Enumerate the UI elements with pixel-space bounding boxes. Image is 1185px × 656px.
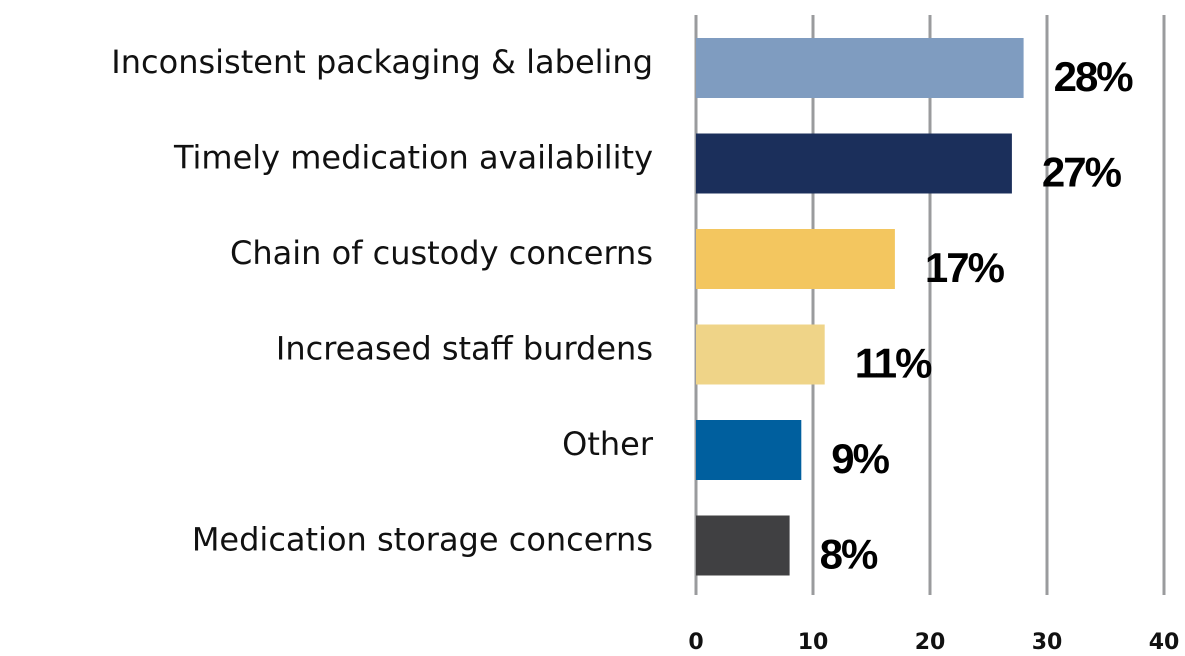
value-label: 17% — [925, 244, 1005, 291]
bar — [696, 324, 825, 385]
x-tick-label: 30 — [1032, 630, 1063, 655]
value-label: 27% — [1042, 149, 1122, 196]
bar — [696, 515, 790, 576]
bar — [696, 38, 1024, 98]
value-label: 11% — [855, 340, 932, 387]
bar — [696, 133, 1012, 194]
value-label: 28% — [1054, 53, 1134, 100]
x-tick-label: 10 — [798, 630, 829, 655]
category-label: Increased staff burdens — [276, 330, 653, 368]
bar — [696, 420, 802, 480]
x-tick-label: 20 — [915, 630, 946, 655]
bar — [696, 229, 895, 289]
category-label: Medication storage concerns — [192, 521, 653, 559]
category-label: Chain of custody concerns — [230, 234, 653, 272]
category-label: Timely medication availability — [173, 139, 653, 177]
category-label: Other — [562, 425, 654, 463]
category-label: Inconsistent packaging & labeling — [111, 43, 653, 81]
x-tick-label: 0 — [688, 630, 703, 655]
x-tick-label: 40 — [1149, 630, 1180, 655]
value-label: 8% — [820, 531, 878, 578]
value-label: 9% — [831, 435, 889, 482]
